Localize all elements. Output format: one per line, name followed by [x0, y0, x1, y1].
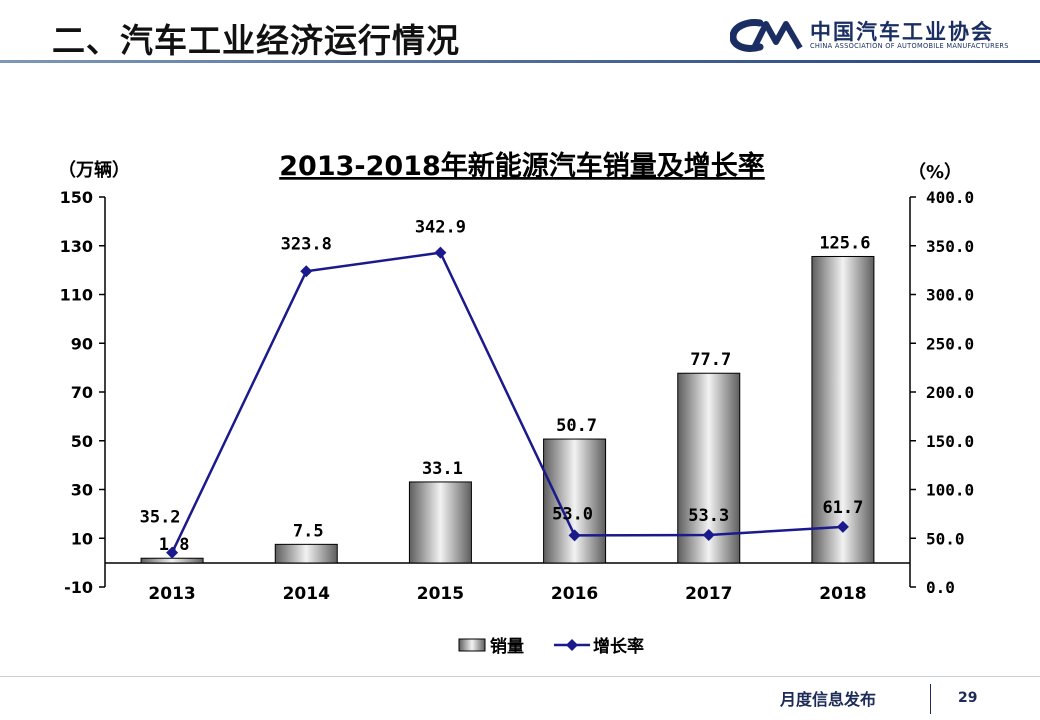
- bar-value-label: 77.7: [690, 350, 731, 370]
- y-tick-label: 90: [71, 334, 93, 353]
- legend-bar-swatch: [458, 638, 486, 652]
- y-tick-label: 50: [71, 432, 93, 451]
- logo: 中国汽车工业协会 CHINA ASSOCIATION OF AUTOMOBILE…: [730, 16, 1030, 56]
- growth-rate-point: [166, 546, 179, 559]
- growth-rate-point: [568, 529, 581, 542]
- y2-axis-label: （%）: [908, 162, 962, 183]
- chart-title: 2013-2018年新能源汽车销量及增长率: [279, 150, 765, 182]
- legend-line-label: 增长率: [593, 636, 644, 657]
- legend: 销量 增长率: [458, 636, 644, 657]
- footer-rule: [0, 676, 1040, 677]
- bar-2015: [408, 481, 472, 564]
- legend-line-marker-icon: [566, 639, 578, 651]
- growth-rate-value-label: 53.3: [688, 506, 729, 526]
- slide-title: 二、汽车工业经济运行情况: [52, 21, 460, 60]
- x-tick-label-2017: 2017: [685, 584, 732, 604]
- page-number: 29: [958, 690, 978, 706]
- bar-value-label: 125.6: [819, 233, 870, 253]
- y-tick-label: 10: [71, 529, 93, 548]
- bar-2018: [811, 255, 875, 564]
- header-rule: [0, 60, 1040, 63]
- y2-tick-label: 200.0: [926, 383, 974, 402]
- y2-tick-label: 0.0: [926, 578, 955, 597]
- growth-rate-line: [170, 251, 843, 554]
- growth-rate-point: [300, 265, 313, 278]
- y2-tick-label: 50.0: [926, 529, 965, 548]
- y2-axis-ticks: 400.0 350.0 300.0 250.0 200.0 150.0 100.0 50.0 0…: [910, 188, 974, 597]
- y-tick-label: 110: [60, 286, 93, 305]
- growth-rate-value-label: 61.7: [822, 498, 863, 518]
- bar-2013: [140, 557, 204, 564]
- line-series: 35.2 323.8 342.9 53.0 53.3 61.7: [140, 218, 863, 559]
- y-tick-label: 70: [71, 383, 93, 402]
- logo-mark-icon: [730, 19, 803, 52]
- legend-bar-label: 销量: [490, 636, 524, 657]
- growth-rate-value-label: 342.9: [415, 218, 466, 238]
- footer-text: 月度信息发布: [780, 690, 877, 709]
- y-tick-label: -10: [64, 578, 93, 597]
- x-tick-label-2015: 2015: [417, 584, 464, 604]
- x-tick-label-2014: 2014: [283, 584, 330, 604]
- y2-tick-label: 400.0: [926, 188, 974, 207]
- x-axis-tick-labels: 2013 2014 2015 2016 2017 2018: [148, 584, 866, 604]
- bar-value-label: 7.5: [293, 521, 324, 541]
- y-tick-label: 30: [71, 481, 93, 500]
- growth-rate-value-label: 323.8: [281, 234, 332, 254]
- y-axis-label: （万辆）: [58, 159, 130, 181]
- growth-rate-point: [836, 520, 849, 533]
- footer-divider: [930, 684, 931, 714]
- logo-english-name: CHINA ASSOCIATION OF AUTOMOBILE MANUFACT…: [810, 42, 1009, 50]
- bar-value-label: 50.7: [556, 416, 597, 436]
- y-axis-ticks: 150 130 110 90 70 50 30 10 -10: [60, 188, 105, 597]
- growth-rate-value-label: 53.0: [552, 504, 593, 524]
- growth-rate-point: [702, 529, 715, 542]
- chart: 2013-2018年新能源汽车销量及增长率 （万辆） （%） 150 130 110…: [58, 150, 974, 657]
- y2-tick-label: 100.0: [926, 481, 974, 500]
- bar-value-label: 33.1: [422, 459, 463, 479]
- x-tick-label-2013: 2013: [148, 584, 195, 604]
- x-tick-label-2018: 2018: [819, 584, 866, 604]
- y-tick-label: 130: [60, 237, 93, 256]
- y-tick-label: 150: [60, 188, 93, 207]
- bar-2014: [274, 543, 338, 564]
- growth-rate-point: [434, 246, 447, 259]
- y2-tick-label: 350.0: [926, 237, 974, 256]
- y2-tick-label: 150.0: [926, 432, 974, 451]
- bar-series: 1.8 7.5 33.1 50.7 77.7 125.6: [140, 233, 875, 564]
- bar-value-label: 1.8: [159, 535, 190, 555]
- logo-chinese-name: 中国汽车工业协会: [810, 20, 994, 44]
- x-tick-label-2016: 2016: [551, 584, 598, 604]
- y2-tick-label: 250.0: [926, 334, 974, 353]
- growth-rate-value-label: 35.2: [140, 508, 181, 528]
- bar-2016: [543, 438, 607, 564]
- y2-tick-label: 300.0: [926, 286, 974, 305]
